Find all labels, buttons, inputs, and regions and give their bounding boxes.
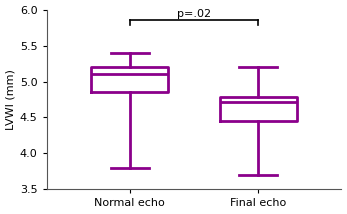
Y-axis label: LVWI (mm): LVWI (mm) [6,69,16,130]
Text: p=.02: p=.02 [177,9,211,19]
